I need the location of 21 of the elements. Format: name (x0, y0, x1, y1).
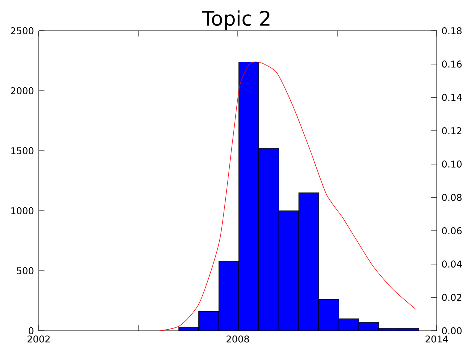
x-tick-label: 2014 (426, 336, 448, 343)
y2-tick-label: 0.18 (442, 27, 462, 35)
y-tick-label: 1500 (12, 147, 34, 155)
y2-tick-label: 0.12 (442, 127, 462, 135)
y-tick-label: 2000 (11, 87, 34, 95)
y-tick-label: 500 (17, 267, 34, 275)
y2-tick-label: 0.04 (442, 260, 462, 268)
y-tick-label: 0 (28, 327, 34, 335)
y-tick-label: 1000 (12, 207, 34, 215)
y2-tick-label: 0.14 (442, 94, 462, 102)
y2-tick-label: 0.16 (442, 60, 462, 68)
x-tick-label: 2008 (226, 336, 250, 343)
line-series (160, 62, 416, 331)
y-tick-label: 2500 (11, 27, 34, 35)
y2-tick-label: 0.06 (442, 227, 462, 235)
y2-tick-label: 0.00 (442, 327, 462, 335)
x-tick-label: 2002 (28, 336, 50, 343)
y2-tick-label: 0.10 (442, 160, 462, 168)
chart-title: Topic 2 (202, 10, 270, 30)
y2-tick-label: 0.08 (442, 194, 462, 202)
y2-tick-label: 0.02 (442, 294, 462, 302)
